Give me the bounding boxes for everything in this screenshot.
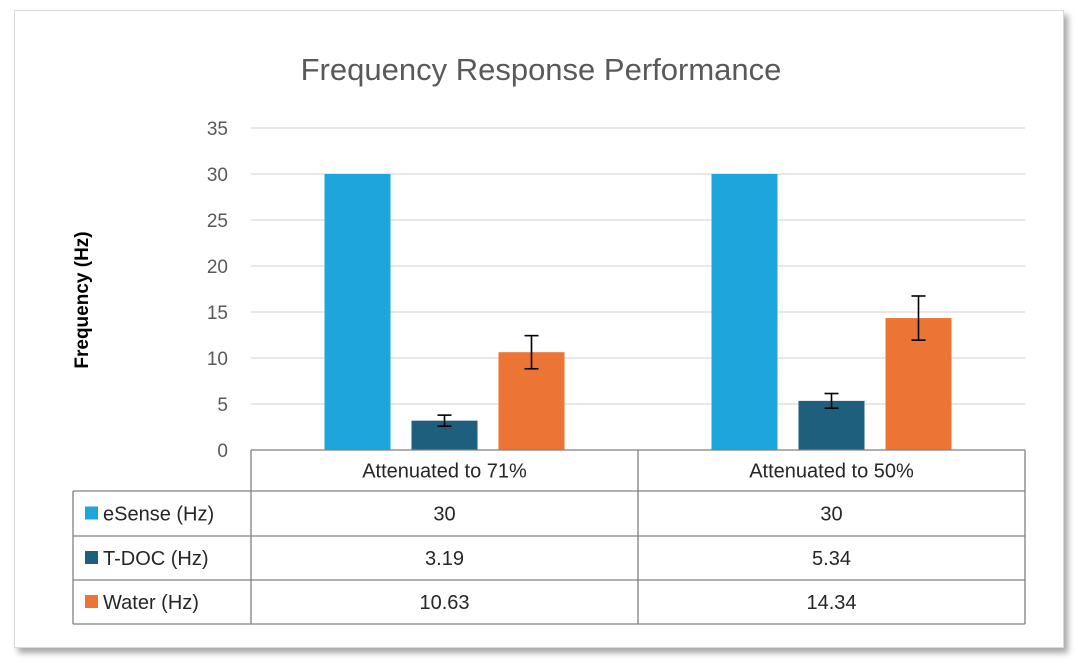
table-cell-value: 30 xyxy=(433,504,455,526)
chart-canvas: Frequency Response Performance Frequency… xyxy=(72,52,1026,625)
bar xyxy=(798,400,865,450)
category-label: Attenuated to 50% xyxy=(749,461,914,483)
legend-key xyxy=(85,506,98,520)
category-label: Attenuated to 71% xyxy=(362,461,527,483)
y-tick-label: 5 xyxy=(217,395,228,416)
y-axis-label: Frequency (Hz) xyxy=(72,231,93,368)
table-cell-value: 5.34 xyxy=(812,548,851,570)
chart-frame: Frequency Response Performance Frequency… xyxy=(14,10,1064,648)
legend-label: Water (Hz) xyxy=(103,592,199,614)
table-cell-value: 14.34 xyxy=(806,592,856,614)
chart-title: Frequency Response Performance xyxy=(301,52,782,87)
y-tick-label: 30 xyxy=(207,165,228,186)
legend-key xyxy=(85,551,98,564)
y-tick-label: 10 xyxy=(207,349,228,370)
table-cell-value: 3.19 xyxy=(425,548,464,570)
legend-label: T-DOC (Hz) xyxy=(103,548,209,570)
legend-key xyxy=(85,595,98,608)
y-tick-label: 15 xyxy=(207,303,228,324)
bar xyxy=(324,174,391,450)
y-tick-label: 25 xyxy=(207,211,228,232)
y-tick-labels: 0 5 10 15 20 25 30 35 xyxy=(207,119,228,462)
y-tick-label: 35 xyxy=(207,119,228,140)
table-cell-value: 10.63 xyxy=(419,592,469,614)
y-tick-label: 20 xyxy=(207,257,228,278)
data-table: Attenuated to 71% Attenuated to 50% eSense… xyxy=(72,449,1026,625)
bar xyxy=(711,174,778,450)
y-tick-label: 0 xyxy=(217,441,228,462)
legend-label: eSense (Hz) xyxy=(103,504,214,526)
table-cell-value: 30 xyxy=(820,504,842,526)
error-bars xyxy=(437,295,926,427)
